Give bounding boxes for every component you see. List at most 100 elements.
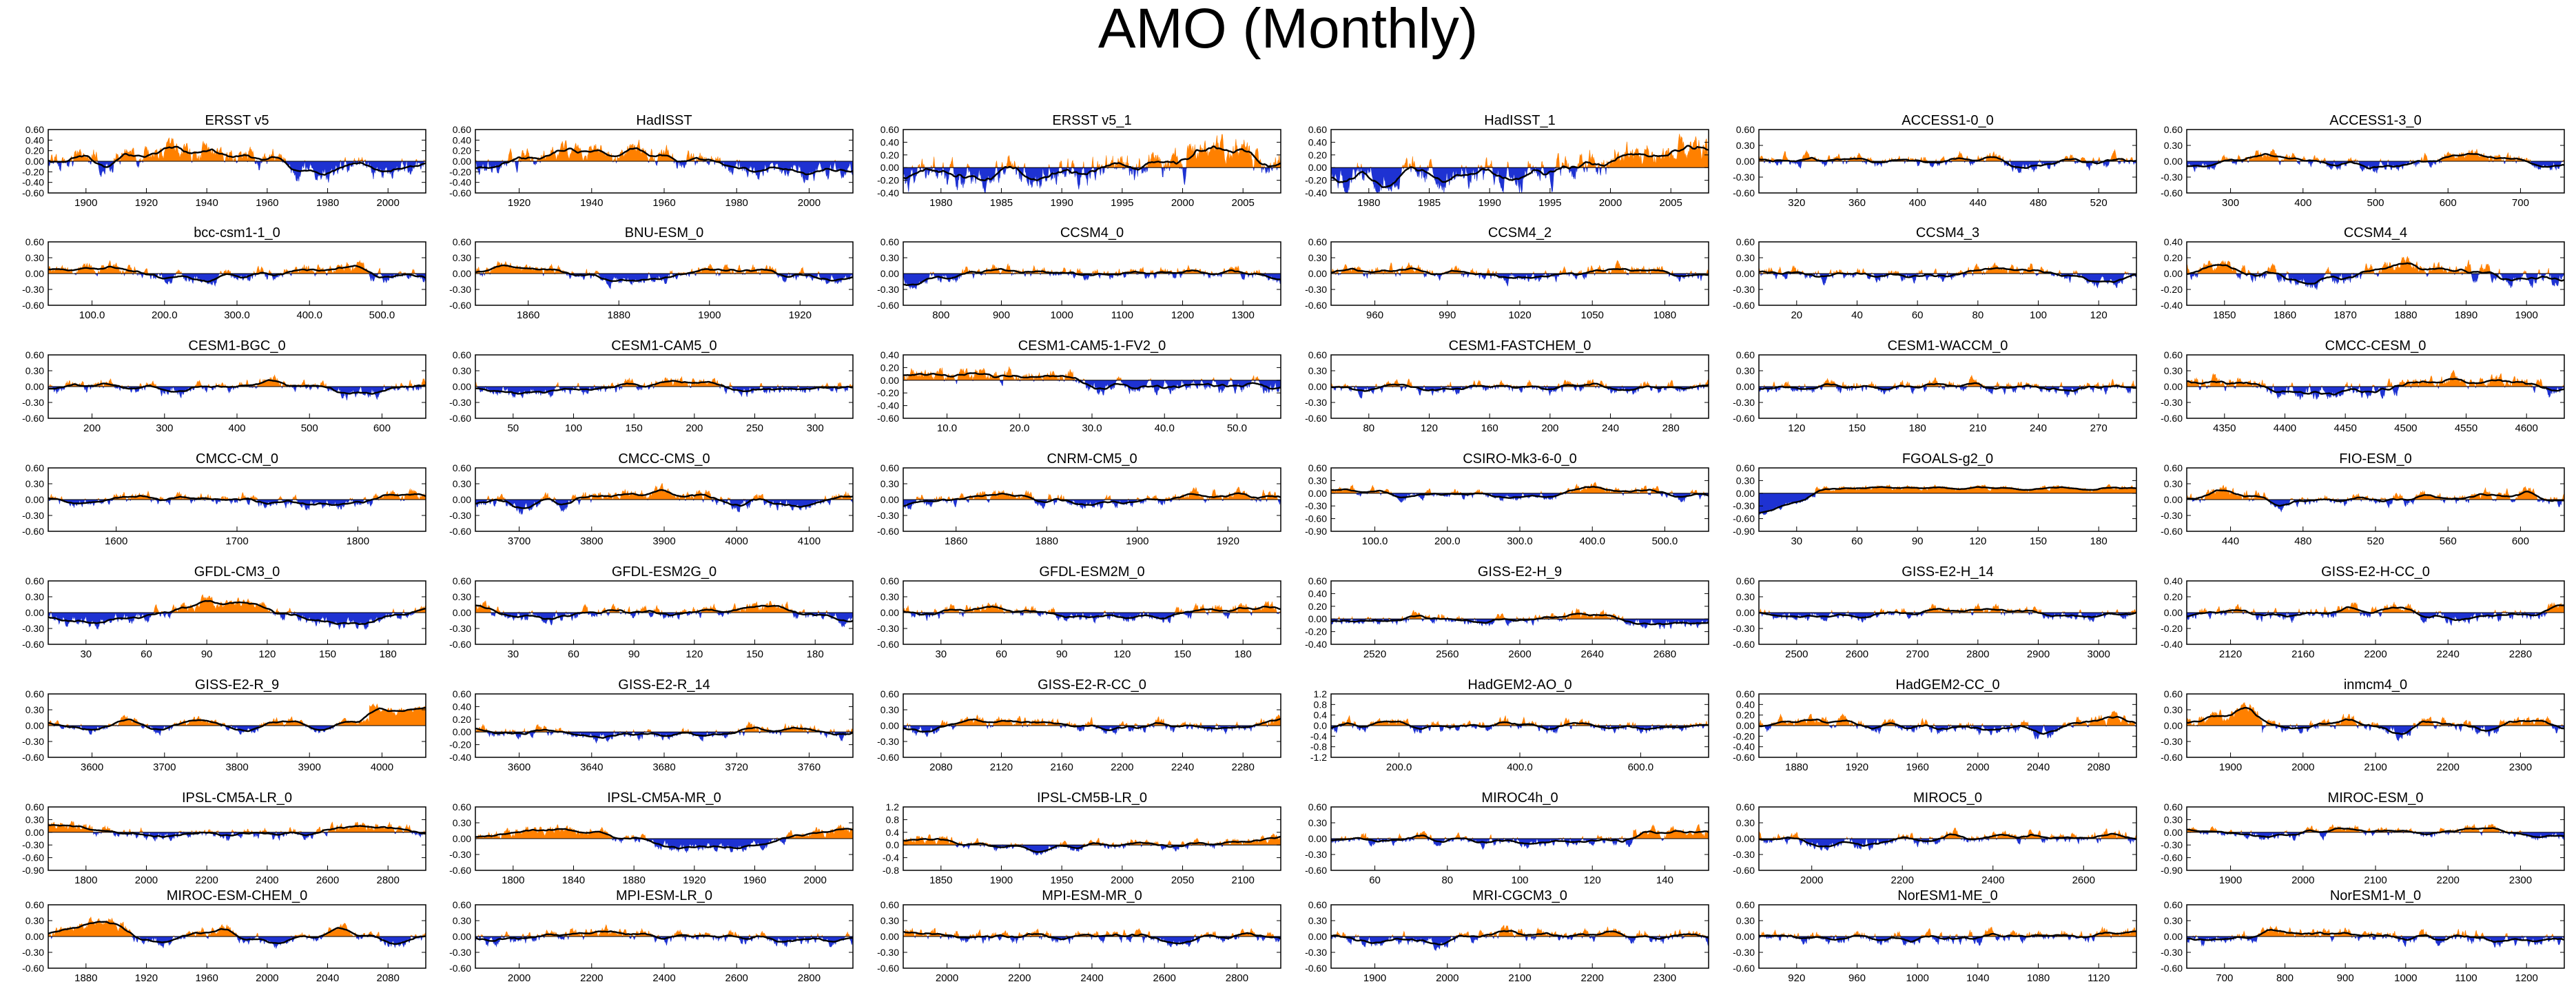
panel-title: CESM1-FASTCHEM_0 (1449, 338, 1591, 354)
y-tick-label: 0.30 (1308, 252, 1327, 263)
y-tick-label: 0.00 (1736, 931, 1755, 942)
y-tick-label: -0.30 (2161, 172, 2183, 183)
y-tick-label: -0.8 (1310, 741, 1327, 753)
panel-title: MIROC-ESM-CHEM_0 (167, 888, 307, 903)
panel-39: IPSL-CM5B-LR_0 1.2 0.8 0.40.0 -0.4 -0.8 1850 19… (883, 790, 1281, 886)
y-tick-label: 0.00 (453, 931, 471, 942)
smoothed-line (903, 930, 1281, 945)
positive-anomaly-area (48, 488, 426, 501)
panel-27: GFDL-ESM2M_0 0.60 0.30 0.00 -0.30 -0.60 30 60 90… (877, 564, 1281, 660)
y-tick-label: 0.00 (2164, 931, 2183, 942)
y-tick-label: -0.30 (2161, 397, 2183, 408)
x-tick-label: 100.0 (1362, 535, 1388, 547)
x-tick-label: 1870 (2333, 309, 2356, 321)
y-tick-label: 0.60 (453, 236, 471, 247)
smoothed-line (475, 264, 854, 283)
x-tick-label: 400.0 (1579, 535, 1605, 547)
x-tick-label: 60 (141, 648, 152, 660)
x-tick-label: 120 (1421, 422, 1438, 434)
panel-2: HadISST 0.600.400.200.00-0.20-0.40-0.60 19… (449, 113, 854, 209)
y-tick-label: 0.20 (1308, 150, 1327, 161)
smoothed-line (475, 726, 854, 739)
y-tick-label: 0.60 (25, 462, 44, 473)
x-tick-label: 2300 (2509, 761, 2532, 773)
y-tick-label: 0.60 (2164, 688, 2183, 699)
y-tick-label: -0.60 (22, 300, 44, 311)
x-tick-label: 2200 (1891, 874, 1914, 886)
y-tick-label: 0.30 (880, 704, 899, 715)
x-tick-label: 1900 (698, 309, 721, 321)
y-tick-label: -0.60 (2161, 963, 2183, 974)
y-tick-label: 0.30 (1736, 475, 1755, 486)
panel-title: bcc-csm1-1_0 (194, 225, 280, 240)
y-tick-label: 0.30 (453, 591, 471, 602)
y-tick-label: 0.60 (25, 801, 44, 812)
y-tick-label: 0.60 (1736, 462, 1755, 473)
x-tick-label: 2000 (804, 874, 827, 886)
y-tick-label: 0.40 (880, 136, 899, 147)
x-tick-label: 2000 (1436, 972, 1459, 984)
panel-13: CESM1-BGC_0 0.60 0.30 0.00 -0.30 -0.60 200 300 4… (22, 338, 426, 434)
y-tick-label: -0.20 (449, 166, 471, 177)
plot-frame (1330, 580, 1709, 645)
y-tick-label: 0.00 (2164, 827, 2183, 838)
x-tick-label: 1960 (1906, 761, 1928, 773)
x-tick-label: 2200 (580, 972, 603, 984)
x-tick-label: 2120 (2219, 648, 2242, 660)
x-tick-label: 10.0 (937, 422, 957, 434)
panel-17: CESM1-WACCM_0 0.60 0.30 0.00 -0.30 -0.60 120 15… (1733, 338, 2137, 434)
x-tick-label: 60 (1369, 874, 1381, 886)
panel-title: ACCESS1-3_0 (2329, 113, 2421, 128)
y-tick-label: 0.20 (1736, 710, 1755, 721)
y-tick-label: -0.8 (883, 865, 899, 876)
x-tick-label: 2100 (2364, 874, 2387, 886)
x-tick-label: 2000 (2291, 761, 2314, 773)
x-tick-label: 120 (2090, 309, 2108, 321)
smoothed-line (2186, 262, 2565, 285)
panel-6: ACCESS1-3_0 0.60 0.30 0.00 -0.30 -0.60 300 400 5… (2161, 113, 2565, 209)
smoothed-line (2187, 378, 2565, 396)
positive-anomaly-area (1330, 482, 1709, 494)
panel-35: HadGEM2-CC_0 0.600.400.200.00-0.20-0.40-0… (1733, 677, 2137, 773)
y-tick-label: 0.40 (25, 134, 44, 145)
x-tick-label: 120 (1969, 535, 1986, 547)
y-tick-label: 0.00 (1736, 268, 1755, 279)
x-tick-label: 1900 (1363, 972, 1386, 984)
x-tick-label: 1880 (1035, 535, 1058, 547)
y-tick-label: -0.60 (877, 413, 899, 424)
smoothed-line (903, 267, 1281, 286)
positive-anomaly-area (1331, 134, 1709, 168)
x-tick-label: 1920 (1217, 535, 1239, 547)
x-tick-label: 210 (1969, 422, 1986, 434)
y-tick-label: 0.00 (1736, 607, 1755, 618)
panel-title: GISS-E2-R_14 (618, 677, 710, 693)
y-tick-label: -0.30 (22, 839, 44, 850)
panel-9: CCSM4_0 0.60 0.30 0.00 -0.30 -0.60 800 900 1000 1… (877, 225, 1281, 321)
smoothed-line (475, 380, 853, 395)
x-tick-label: 1880 (74, 972, 97, 984)
panel-42: MIROC-ESM_0 0.60 0.30 0.00-0.30 -0.60 -0.90 19… (2161, 790, 2565, 886)
panel-36: inmcm4_0 0.60 0.30 0.00 -0.30 -0.60 1900 2000 21… (2161, 677, 2565, 773)
x-tick-label: 80 (1972, 309, 1983, 321)
x-tick-label: 180 (2090, 535, 2108, 547)
panel-title: MRI-CGCM3_0 (1472, 888, 1567, 903)
panel-45: MPI-ESM-MR_0 0.60 0.30 0.00 -0.30 -0.60 2000 22… (877, 888, 1281, 984)
x-tick-label: 2100 (1232, 874, 1255, 886)
y-tick-label: -0.60 (2161, 526, 2183, 537)
panel-title: IPSL-CM5B-LR_0 (1037, 790, 1147, 806)
x-tick-label: 1920 (683, 874, 705, 886)
x-tick-label: 3760 (798, 761, 821, 773)
x-tick-label: 2120 (990, 761, 1013, 773)
y-tick-label: -0.60 (1305, 513, 1327, 524)
y-tick-label: 0.40 (2164, 236, 2183, 247)
positive-anomaly-area (903, 714, 1281, 727)
positive-anomaly-area (2186, 702, 2564, 727)
y-tick-label: 1.2 (886, 801, 900, 812)
x-tick-label: 500 (2367, 197, 2384, 209)
y-tick-label: -0.30 (22, 736, 44, 747)
y-tick-label: -0.30 (877, 510, 899, 521)
x-tick-label: 3680 (652, 761, 675, 773)
y-tick-label: -0.30 (2161, 736, 2183, 747)
y-tick-label: 0.20 (880, 362, 899, 373)
y-tick-label: 0.60 (453, 899, 471, 910)
